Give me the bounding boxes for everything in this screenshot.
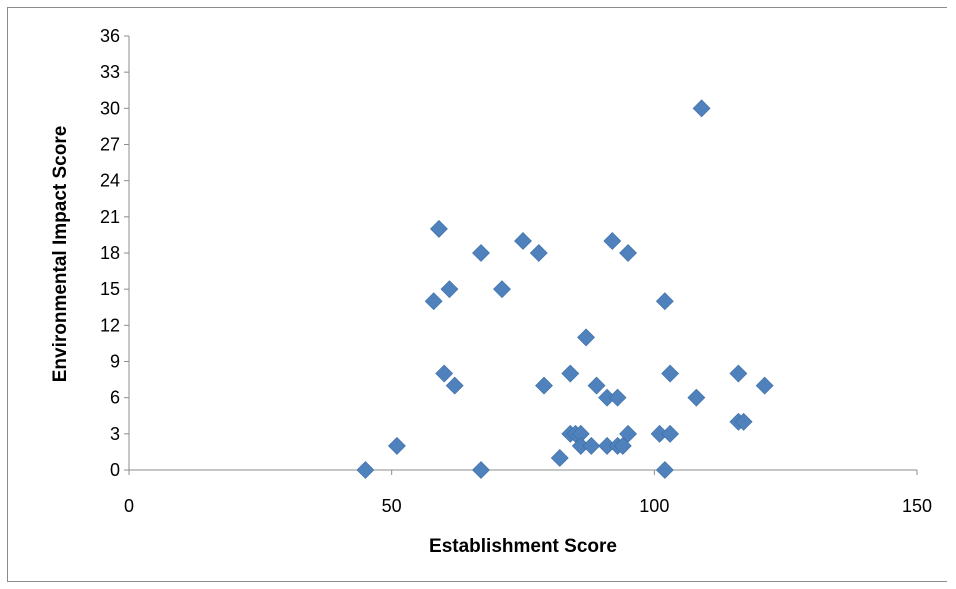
- data-point: [472, 244, 490, 262]
- data-point: [692, 99, 711, 118]
- data-point: [435, 364, 454, 383]
- data-point: [577, 328, 595, 347]
- data-point: [582, 436, 601, 455]
- x-tick-label: 150: [902, 496, 932, 516]
- data-point: [687, 388, 706, 407]
- x-tick-label: 0: [124, 496, 134, 516]
- y-tick-label: 27: [100, 135, 120, 155]
- data-point: [493, 280, 511, 299]
- y-tick-label: 24: [100, 171, 120, 191]
- y-tick-label: 21: [100, 207, 120, 227]
- data-point: [550, 449, 569, 467]
- data-point: [356, 461, 375, 479]
- y-tick-label: 0: [110, 460, 120, 480]
- data-point: [514, 232, 532, 250]
- data-point: [729, 364, 748, 383]
- chart-frame: [7, 7, 947, 582]
- data-point: [608, 388, 627, 407]
- data-point: [440, 280, 459, 299]
- y-tick-label: 3: [110, 424, 120, 444]
- data-point: [619, 244, 637, 262]
- data-point: [603, 232, 622, 250]
- data-point: [587, 376, 606, 395]
- data-point: [619, 424, 637, 443]
- data-point: [387, 436, 406, 455]
- data-point: [661, 364, 680, 383]
- data-point: [424, 292, 443, 311]
- x-axis: 0 50 100 150: [124, 469, 932, 516]
- data-point: [655, 461, 674, 479]
- data-point: [529, 244, 548, 262]
- data-point: [661, 424, 680, 443]
- y-axis-title: Environmental Impact Score: [50, 126, 71, 383]
- data-point: [445, 376, 464, 395]
- y-tick-label: 15: [100, 279, 120, 299]
- y-tick-label: 30: [100, 98, 120, 118]
- data-point: [655, 292, 674, 311]
- x-tick-label: 50: [382, 496, 402, 516]
- y-tick-label: 36: [100, 26, 120, 46]
- data-point: [430, 219, 448, 238]
- data-point: [561, 364, 580, 383]
- y-tick-label: 33: [100, 62, 120, 82]
- y-tick-label: 6: [110, 388, 120, 408]
- data-point: [535, 376, 553, 395]
- y-tick-label: 9: [110, 352, 120, 372]
- data-point: [755, 376, 774, 395]
- x-tick-label: 100: [639, 496, 669, 516]
- data-point: [734, 412, 753, 431]
- y-tick-label: 12: [100, 315, 120, 335]
- data-point: [472, 461, 490, 479]
- x-axis-title: Establishment Score: [429, 536, 617, 557]
- y-tick-label: 18: [100, 243, 120, 263]
- data-points: [356, 99, 774, 479]
